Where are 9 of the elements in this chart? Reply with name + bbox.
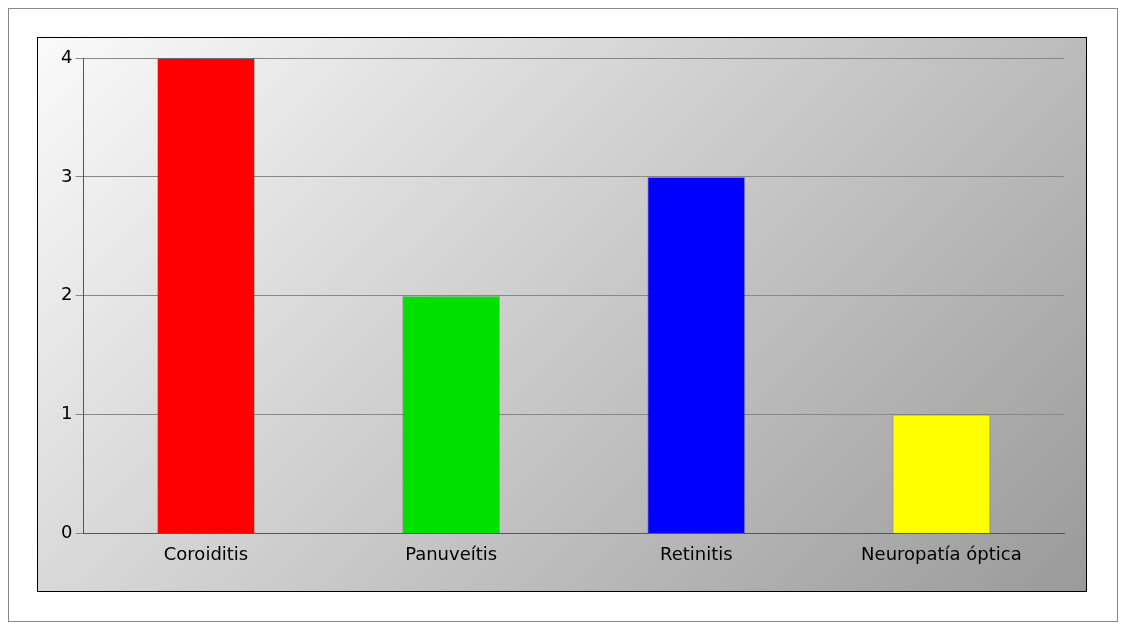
y-tick-label: 1 [61,402,73,424]
x-tick-label: Panuveítis [405,542,498,564]
y-tick-label: 2 [61,283,73,305]
y-tick-label: 3 [61,164,73,186]
x-tick-label: Retinitis [659,542,733,564]
x-tick-label: Neuropatía óptica [861,542,1022,564]
x-tick-label: Coroiditis [163,542,249,564]
y-tick-label: 4 [61,45,73,67]
y-tick-label: 0 [61,521,73,543]
